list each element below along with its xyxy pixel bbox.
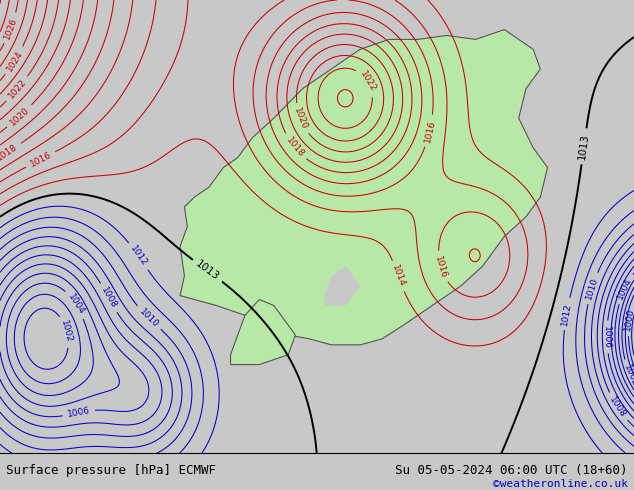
Text: 1013: 1013 xyxy=(578,132,591,160)
Text: 1022: 1022 xyxy=(358,70,377,94)
Text: Su 05-05-2024 06:00 UTC (18+60): Su 05-05-2024 06:00 UTC (18+60) xyxy=(395,465,628,477)
Text: 1022: 1022 xyxy=(6,77,28,100)
Text: 1026: 1026 xyxy=(3,16,19,41)
Text: 1000: 1000 xyxy=(623,308,634,332)
Text: 1024: 1024 xyxy=(4,49,24,73)
Polygon shape xyxy=(324,266,360,305)
Text: 1014: 1014 xyxy=(390,264,406,289)
Text: 1016: 1016 xyxy=(29,150,53,169)
Text: 1002: 1002 xyxy=(622,363,634,388)
Text: 1004: 1004 xyxy=(66,292,86,317)
Text: 1006: 1006 xyxy=(67,406,91,419)
Polygon shape xyxy=(231,299,295,365)
Text: 1004: 1004 xyxy=(616,276,634,301)
Text: 1008: 1008 xyxy=(607,395,628,419)
Polygon shape xyxy=(180,29,548,345)
Text: 1006: 1006 xyxy=(602,325,612,348)
Text: Surface pressure [hPa] ECMWF: Surface pressure [hPa] ECMWF xyxy=(6,465,216,477)
Text: 1013: 1013 xyxy=(194,259,221,283)
Text: 1020: 1020 xyxy=(292,107,309,131)
Text: ©weatheronline.co.uk: ©weatheronline.co.uk xyxy=(493,479,628,489)
Text: 1016: 1016 xyxy=(433,255,448,279)
Text: 1008: 1008 xyxy=(100,286,119,310)
Text: 1010: 1010 xyxy=(138,307,160,329)
Text: 1018: 1018 xyxy=(284,135,306,159)
Text: 1018: 1018 xyxy=(0,143,20,163)
Text: 1010: 1010 xyxy=(585,276,600,300)
Text: 1012: 1012 xyxy=(128,245,149,268)
Text: 1016: 1016 xyxy=(423,119,437,143)
Text: 1002: 1002 xyxy=(60,319,74,344)
Text: 1020: 1020 xyxy=(8,105,31,127)
Text: 1012: 1012 xyxy=(560,302,573,326)
